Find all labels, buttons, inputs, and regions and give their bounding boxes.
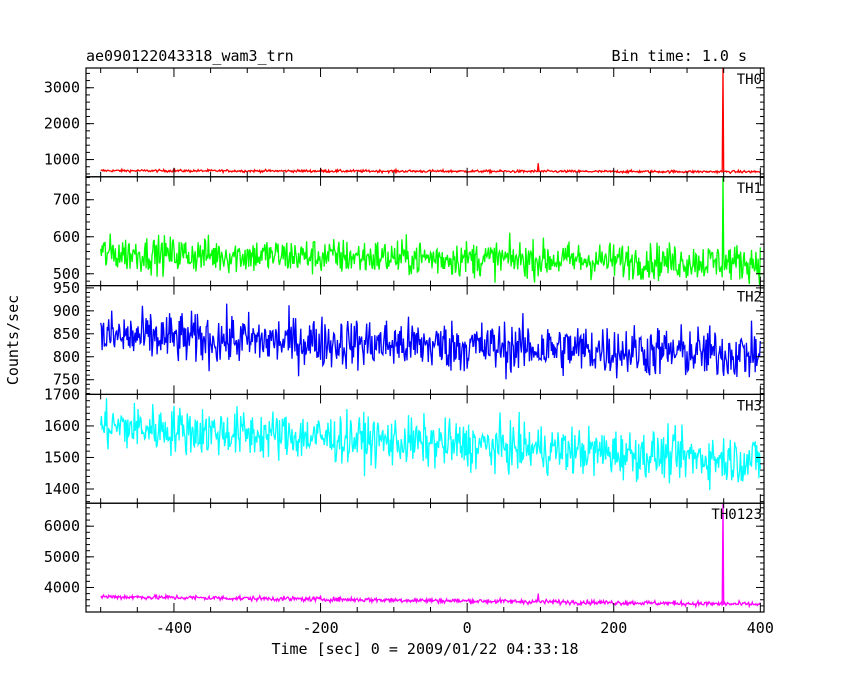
panel-label-th0: TH0 <box>737 72 762 88</box>
series-line-th1 <box>100 176 761 285</box>
y-tick-label: 1500 <box>44 448 80 466</box>
y-tick-label: 1600 <box>44 417 80 435</box>
y-tick-label: 1400 <box>44 480 80 498</box>
panels-group: 1000 2000 3000 TH0 500 600 700 TH1 750 800 850 900 9… <box>44 67 765 613</box>
y-tick-label: 950 <box>53 279 80 297</box>
y-tick-label: 900 <box>53 302 80 320</box>
series-line-th3 <box>100 398 761 491</box>
y-tick-label: 750 <box>53 371 80 389</box>
x-tick-label: -400 <box>156 619 192 637</box>
panel-label-th1: TH1 <box>737 181 762 197</box>
x-tick-label: 400 <box>747 619 774 637</box>
y-tick-label: 500 <box>53 265 80 283</box>
panel-frame <box>85 67 765 178</box>
panel-th0123: 4000 5000 6000 TH0123 <box>44 502 765 613</box>
y-tick-label: 3000 <box>44 79 80 97</box>
y-tick-label: 1000 <box>44 151 80 169</box>
series-line-th0123 <box>100 503 761 609</box>
panel-frame <box>85 502 765 613</box>
panel-frame <box>85 176 765 287</box>
y-tick-label: 2000 <box>44 115 80 133</box>
y-tick-label: 850 <box>53 325 80 343</box>
y-tick-label: 700 <box>53 191 80 209</box>
panel-label-th2: TH2 <box>737 290 762 306</box>
x-tick-label: 0 <box>463 619 472 637</box>
y-tick-label: 6000 <box>44 517 80 535</box>
panel-label-th0123: TH0123 <box>711 507 762 523</box>
y-tick-label: 5000 <box>44 548 80 566</box>
x-axis-title: Time [sec] 0 = 2009/01/22 04:33:18 <box>271 640 578 658</box>
series-line-th2 <box>100 303 761 380</box>
panel-th3: 1400 1500 1600 1700 TH3 <box>44 385 765 504</box>
x-axis-labels: -400 -200 0 200 400 <box>156 619 774 637</box>
y-axis-title: Counts/sec <box>4 295 22 385</box>
y-tick-label: 600 <box>53 228 80 246</box>
x-tick-label: 200 <box>600 619 627 637</box>
panel-th1: 500 600 700 TH1 <box>53 176 765 287</box>
bin-time-label: Bin time: 1.0 s <box>612 47 747 65</box>
series-line-th0 <box>100 68 761 175</box>
panel-th2: 750 800 850 900 950 TH2 <box>53 279 765 396</box>
y-tick-label: 1700 <box>44 385 80 403</box>
y-tick-label: 800 <box>53 348 80 366</box>
panel-label-th3: TH3 <box>737 398 762 414</box>
chart-title: ae090122043318_wam3_trn <box>86 47 294 65</box>
y-tick-label: 4000 <box>44 578 80 596</box>
panel-th0: 1000 2000 3000 TH0 <box>44 67 765 178</box>
x-tick-label: -200 <box>302 619 338 637</box>
